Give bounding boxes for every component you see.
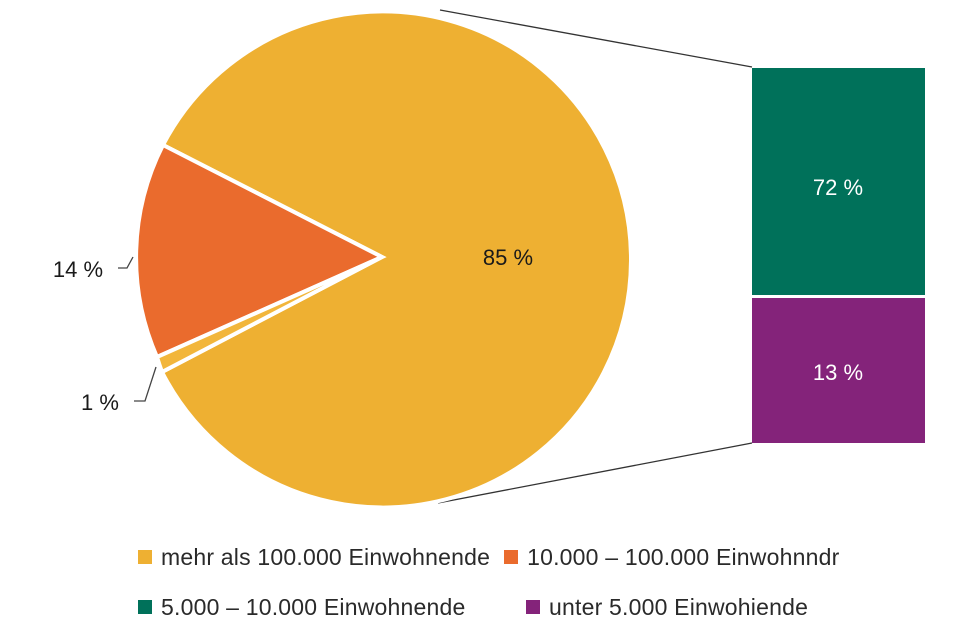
swatch-orange-icon	[504, 550, 519, 564]
label-72: 72 %	[813, 175, 863, 200]
legend-row-1: mehr als 100.000 Einwohnende 10.000 – 10…	[138, 543, 839, 571]
legend-label: mehr als 100.000 Einwohnende	[161, 543, 491, 570]
bar-segment-under-5000[interactable]	[752, 298, 925, 443]
bar-segment-5000-10000[interactable]	[752, 68, 925, 295]
legend: mehr als 100.000 Einwohnende 10.000 – 10…	[138, 543, 839, 643]
pie-slice-over-100000[interactable]	[159, 9, 633, 510]
leader-line-1	[134, 366, 157, 402]
pie-slice-10000-100000[interactable]	[134, 142, 387, 360]
legend-item-10000-100000: 10.000 – 100.000 Einwohnndr	[504, 544, 839, 571]
legend-item-over-100000: mehr als 100.000 Einwohnende	[138, 544, 490, 571]
swatch-yellow-icon	[138, 550, 152, 564]
label-13: 13 %	[813, 360, 863, 385]
legend-item-5000-10000: 5.000 – 10.000 Einwohnende	[138, 594, 526, 621]
connector-line-top	[439, 9, 753, 68]
pie-slice-small-aggregate[interactable]	[154, 255, 383, 375]
legend-item-under-5000: unter 5.000 Einwohiende	[526, 594, 808, 621]
label-14: 14 %	[53, 257, 103, 282]
legend-row-2: 5.000 – 10.000 Einwohnende unter 5.000 E…	[138, 593, 839, 621]
chart-canvas: 85 % 14 % 1 % 72 % 13 %	[53, 9, 925, 510]
swatch-purple-icon	[526, 600, 540, 614]
legend-label: 10.000 – 100.000 Einwohnndr	[527, 543, 840, 570]
swatch-green-icon	[138, 600, 152, 614]
leader-line-14	[118, 256, 134, 269]
label-1: 1 %	[81, 390, 119, 415]
legend-label: 5.000 – 10.000 Einwohnende	[161, 593, 466, 620]
connector-line-bottom	[437, 442, 753, 504]
label-85: 85 %	[483, 245, 533, 270]
legend-label: unter 5.000 Einwohiende	[549, 593, 809, 620]
